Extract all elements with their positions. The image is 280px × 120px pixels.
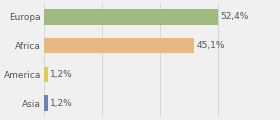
- Text: 1,2%: 1,2%: [50, 70, 73, 79]
- Text: 45,1%: 45,1%: [196, 41, 225, 50]
- Text: 1,2%: 1,2%: [50, 99, 73, 108]
- Bar: [44, 66, 48, 82]
- Bar: [44, 38, 194, 54]
- Bar: [44, 9, 218, 24]
- Bar: [44, 96, 48, 111]
- Text: 52,4%: 52,4%: [221, 12, 249, 21]
